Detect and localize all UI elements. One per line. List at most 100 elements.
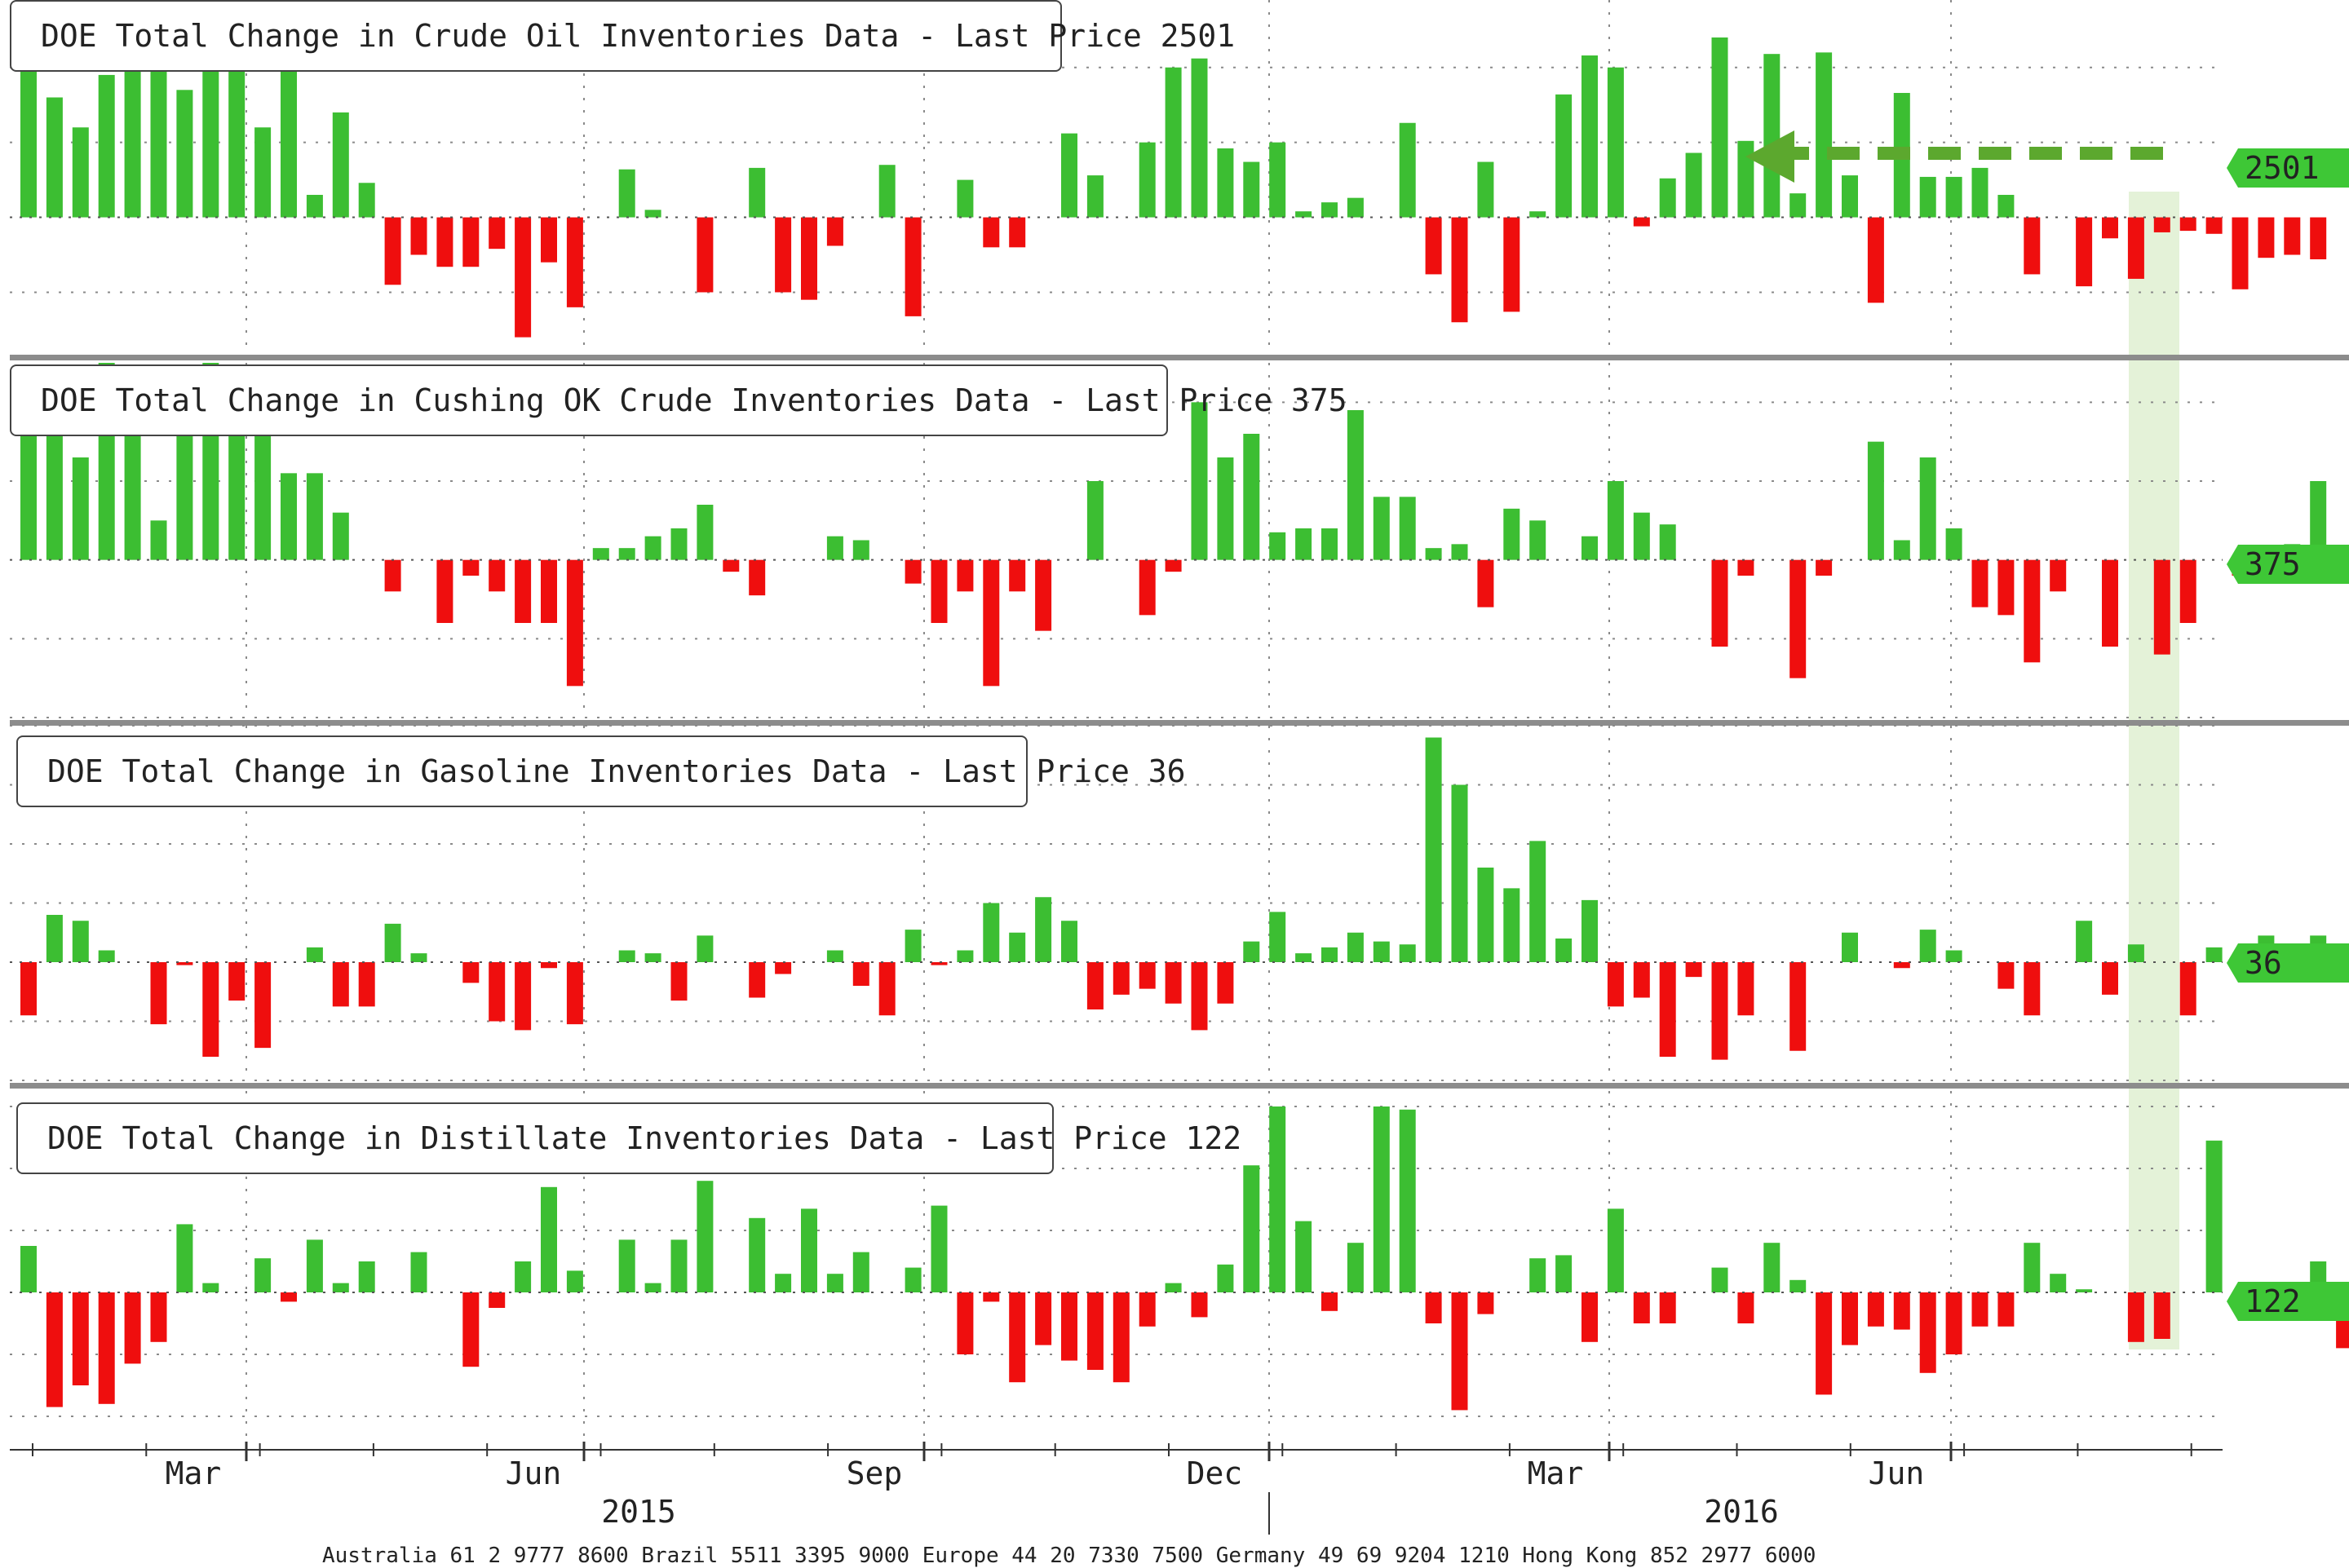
bar (1816, 559, 1833, 576)
bar (775, 1274, 792, 1292)
bar (566, 1270, 583, 1292)
bar (1269, 912, 1286, 962)
bar (2024, 962, 2041, 1016)
bar (775, 217, 792, 293)
bar (801, 1208, 817, 1292)
bar (2076, 1289, 2093, 1292)
bar (254, 962, 272, 1049)
bar (1191, 962, 1208, 1031)
bar (1659, 1292, 1676, 1323)
bar (957, 1292, 974, 1354)
bar (1971, 167, 1988, 218)
bar (1425, 548, 1442, 560)
bar (358, 183, 375, 218)
bar (826, 536, 843, 560)
bar (358, 1261, 375, 1292)
bar (384, 217, 401, 285)
bar (1191, 58, 1208, 218)
bar (384, 923, 401, 962)
bar (1321, 1292, 1338, 1311)
bar (1451, 784, 1468, 962)
bar (983, 559, 1000, 687)
panel-divider (10, 1083, 2349, 1089)
bar (852, 540, 869, 560)
bar (1086, 481, 1104, 560)
bar (775, 962, 792, 974)
legend-label: DOE Total Change in Cushing OK Crude Inv… (41, 382, 1347, 418)
bar (1399, 497, 1416, 560)
bar (2076, 217, 2093, 287)
bar (332, 112, 349, 218)
bar (1451, 217, 1468, 323)
bar (1503, 217, 1520, 312)
bar (1217, 148, 1234, 218)
bar (1867, 441, 1884, 560)
bar (905, 217, 922, 316)
bar (462, 962, 480, 983)
bar (1451, 1292, 1468, 1411)
bar (306, 194, 323, 218)
bar (1347, 197, 1364, 218)
bar (1347, 1243, 1364, 1292)
bar (852, 962, 869, 986)
x-tick-label: Mar (1527, 1455, 1584, 1491)
bar (281, 52, 297, 218)
x-tick-label: Jun (1868, 1455, 1925, 1491)
legend-cushing: DOE Total Change in Cushing OK Crude Inv… (10, 364, 1347, 436)
bar (905, 559, 922, 584)
bar (1893, 962, 1910, 969)
bar (332, 512, 349, 560)
bar (1217, 962, 1234, 1004)
x-tick-label: Jun (505, 1455, 562, 1491)
bar (931, 962, 948, 965)
bar (228, 962, 246, 1001)
bar (566, 217, 583, 307)
bar (1659, 524, 1676, 560)
bar (1321, 947, 1338, 962)
bar (749, 559, 766, 596)
bar (2179, 559, 2196, 623)
bar (1842, 175, 1858, 218)
bar (1086, 962, 1104, 1009)
bar (1945, 176, 1962, 218)
bar (410, 1252, 427, 1292)
tag-pointer (2227, 545, 2238, 584)
bar (1321, 528, 1338, 560)
bar (1295, 211, 1312, 218)
bar (2284, 217, 2301, 255)
bar (697, 217, 714, 293)
bar (1555, 939, 1573, 962)
tag-pointer (2227, 1282, 2238, 1321)
bar (2050, 1274, 2067, 1292)
bar (1269, 532, 1286, 560)
bar (332, 962, 349, 1007)
bar (1816, 52, 1833, 218)
last-value-tag-distillate: 122 (2227, 1282, 2349, 1321)
bar (2024, 1243, 2041, 1292)
bar (1633, 1292, 1650, 1323)
bar (749, 1217, 766, 1292)
bar (2310, 481, 2327, 560)
bar (72, 921, 89, 962)
bar (541, 217, 557, 263)
bar (72, 457, 89, 560)
bar (176, 962, 193, 965)
bar (1165, 67, 1182, 218)
bar (1971, 559, 1988, 607)
bar (1789, 559, 1807, 678)
bar (1425, 217, 1442, 275)
bar (931, 1205, 948, 1292)
bar (1451, 544, 1468, 560)
bar (2232, 217, 2249, 289)
bar (566, 962, 583, 1025)
bar (1503, 508, 1520, 560)
bar (2102, 217, 2118, 239)
bar (515, 217, 532, 338)
bar (1763, 54, 1781, 218)
bar (254, 127, 272, 218)
bar (1139, 142, 1156, 218)
bar (1919, 1292, 1936, 1373)
bar (1399, 122, 1416, 218)
bar (1659, 178, 1676, 218)
bar (2127, 1292, 2144, 1342)
